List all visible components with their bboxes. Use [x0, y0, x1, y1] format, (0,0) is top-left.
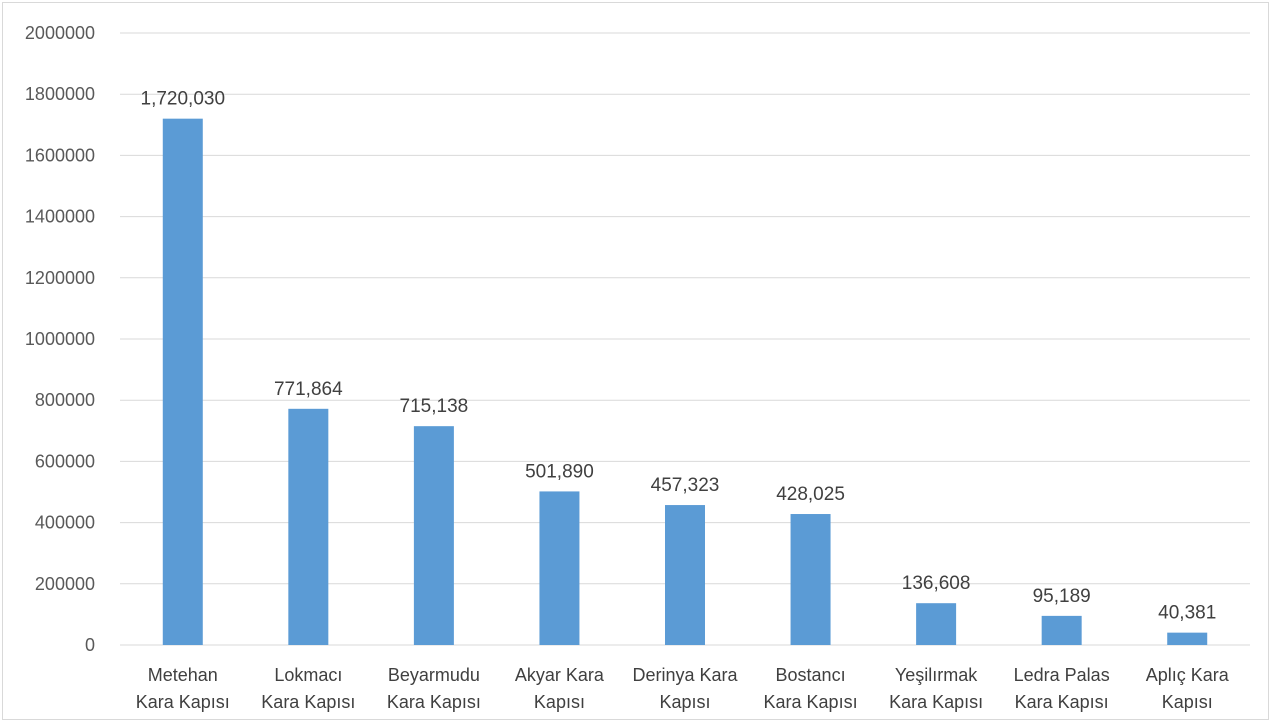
bar [288, 408, 329, 645]
y-tick-label: 1200000 [25, 268, 95, 288]
data-label: 95,189 [1033, 586, 1091, 607]
x-category-label: Akyar Kara [515, 665, 605, 685]
x-category-label: Lokmacı [274, 665, 342, 685]
data-label: 771,864 [274, 379, 343, 400]
bar [790, 514, 831, 645]
y-tick-label: 1600000 [25, 145, 95, 165]
x-category-label: Metehan [148, 665, 218, 685]
y-tick-label: 1400000 [25, 207, 95, 227]
x-category-label: Kara Kapısı [889, 692, 983, 712]
x-category-label: Kara Kapısı [387, 692, 481, 712]
x-category-label: Bostancı [776, 665, 846, 685]
bar [1041, 615, 1082, 645]
data-label: 136,608 [902, 573, 971, 594]
bar [665, 505, 705, 645]
data-label: 457,323 [651, 475, 720, 496]
y-tick-label: 600000 [35, 451, 95, 471]
y-tick-label: 800000 [35, 390, 95, 410]
x-category-label: Derinya Kara [632, 665, 738, 685]
y-tick-label: 2000000 [25, 23, 95, 43]
x-category-label: Kara Kapısı [764, 692, 858, 712]
bar [916, 603, 957, 645]
y-tick-label: 200000 [35, 574, 95, 594]
data-label: 428,025 [776, 484, 845, 505]
bar [539, 491, 580, 645]
y-tick-label: 400000 [35, 513, 95, 533]
data-label: 40,381 [1158, 603, 1216, 624]
bar [162, 118, 203, 645]
data-label: 501,890 [525, 461, 594, 482]
x-category-label: Kapısı [1162, 692, 1213, 712]
y-tick-label: 0 [85, 635, 95, 655]
x-category-label: Beyarmudu [388, 665, 480, 685]
x-category-label: Kara Kapısı [136, 692, 230, 712]
data-label: 715,138 [400, 396, 469, 417]
data-label: 1,720,030 [141, 89, 226, 110]
x-category-label: Kara Kapısı [261, 692, 355, 712]
y-tick-label: 1000000 [25, 329, 95, 349]
x-category-label: Yeşilırmak [895, 665, 978, 685]
bar [1167, 632, 1208, 645]
x-category-label: Kapısı [659, 692, 710, 712]
x-category-label: Kapısı [534, 692, 585, 712]
bar [413, 426, 454, 645]
x-category-label: Aplıç Kara [1146, 665, 1230, 685]
x-category-label: Kara Kapısı [1015, 692, 1109, 712]
y-tick-label: 1800000 [25, 84, 95, 104]
x-category-label: Ledra Palas [1014, 665, 1110, 685]
